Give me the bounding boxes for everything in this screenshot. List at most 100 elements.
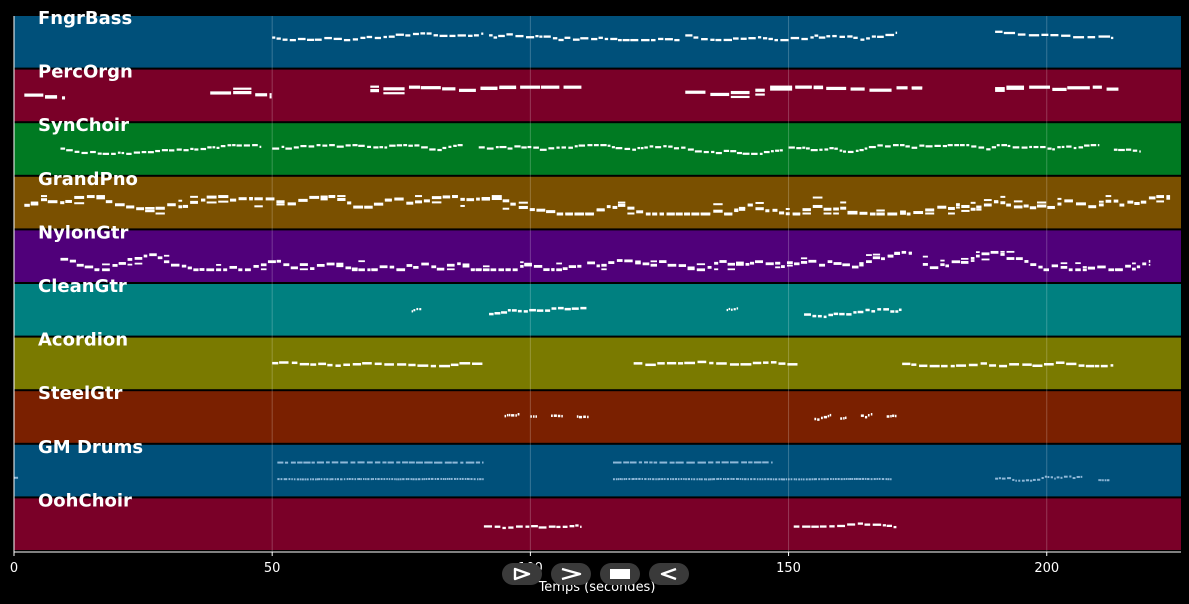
note <box>512 268 518 272</box>
note <box>442 87 456 91</box>
note <box>990 250 999 254</box>
note <box>1118 148 1125 152</box>
note <box>716 478 718 481</box>
note <box>733 308 736 311</box>
note <box>1104 479 1107 482</box>
note <box>641 477 644 480</box>
note <box>117 151 121 154</box>
note <box>790 36 800 40</box>
note <box>548 147 555 150</box>
note <box>623 461 630 464</box>
note <box>596 209 605 212</box>
note <box>168 149 175 152</box>
note <box>379 265 388 269</box>
note <box>983 199 992 202</box>
note <box>389 144 396 147</box>
note <box>494 525 501 528</box>
note <box>741 461 748 464</box>
note <box>482 268 490 272</box>
note <box>563 85 582 89</box>
note <box>405 34 411 37</box>
note <box>748 37 756 40</box>
note <box>1142 262 1147 266</box>
note <box>659 461 668 464</box>
note <box>276 259 281 263</box>
note <box>212 146 216 149</box>
note <box>310 267 315 271</box>
play-button[interactable] <box>502 563 542 585</box>
note <box>616 259 623 262</box>
note <box>1050 476 1053 479</box>
note <box>389 265 395 269</box>
note <box>753 478 756 481</box>
note <box>1094 364 1100 368</box>
note <box>895 310 899 313</box>
note <box>1007 477 1012 480</box>
note <box>252 144 258 147</box>
note <box>1047 205 1055 209</box>
note <box>155 149 160 153</box>
note <box>434 461 443 464</box>
note <box>1105 199 1112 203</box>
note <box>905 145 910 148</box>
note <box>301 478 304 481</box>
note <box>612 461 622 464</box>
note <box>396 461 401 464</box>
note <box>343 363 350 367</box>
stop-button[interactable] <box>600 563 640 585</box>
note <box>285 478 288 481</box>
note <box>424 461 433 464</box>
note <box>672 478 675 481</box>
note <box>318 362 327 366</box>
note <box>612 478 615 481</box>
track-lane <box>14 69 1181 122</box>
note <box>1012 478 1015 481</box>
note <box>309 478 312 481</box>
note <box>501 311 508 314</box>
note <box>608 261 615 264</box>
note <box>1098 203 1104 207</box>
note <box>81 151 88 155</box>
note <box>486 147 494 150</box>
note <box>697 360 707 364</box>
note <box>190 200 198 204</box>
note <box>442 195 451 199</box>
note <box>615 478 618 481</box>
note <box>1040 145 1046 149</box>
note <box>770 478 773 481</box>
note <box>742 152 750 155</box>
note <box>901 250 907 254</box>
note <box>413 265 419 269</box>
note <box>911 146 918 149</box>
note <box>850 87 865 91</box>
rewind-button[interactable] <box>649 563 689 585</box>
note <box>536 309 544 312</box>
note <box>711 478 713 481</box>
note <box>815 478 817 481</box>
note <box>489 34 493 37</box>
x-tick-label: 200 <box>1034 561 1059 576</box>
note <box>561 146 566 149</box>
note <box>69 259 76 263</box>
note <box>911 363 917 366</box>
note <box>1029 145 1033 149</box>
note <box>913 211 924 215</box>
note <box>840 201 847 204</box>
note <box>370 89 380 93</box>
note <box>922 255 928 258</box>
note <box>1052 87 1067 92</box>
note <box>403 144 408 147</box>
note <box>896 86 908 90</box>
note <box>1108 268 1115 272</box>
note <box>956 203 960 207</box>
note <box>24 203 30 207</box>
fast-forward-button[interactable] <box>551 563 591 585</box>
note <box>408 363 416 367</box>
note <box>866 260 872 264</box>
note <box>887 478 890 481</box>
note <box>859 478 862 481</box>
note <box>598 36 603 39</box>
note <box>406 201 414 205</box>
note <box>1006 85 1025 88</box>
note <box>819 148 823 151</box>
